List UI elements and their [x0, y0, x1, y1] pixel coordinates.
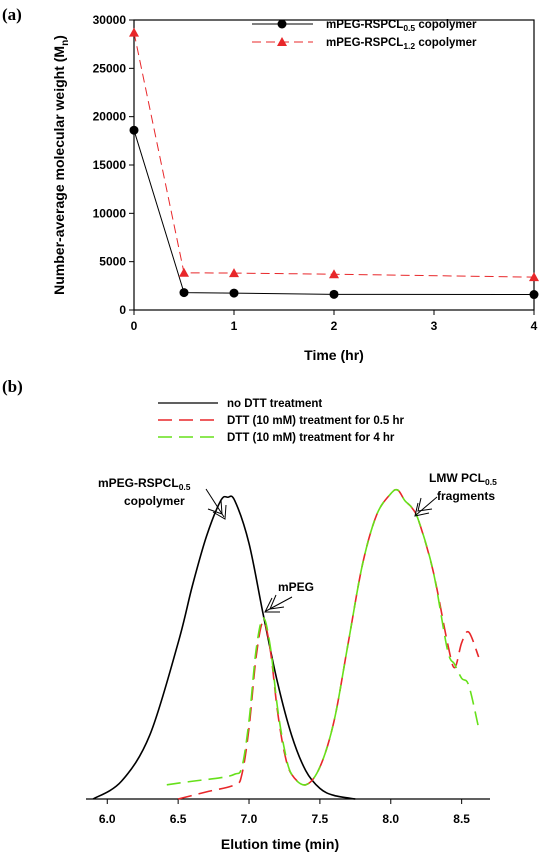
x-tick-label: 7.0 [241, 812, 258, 826]
series-no-dtt [92, 495, 356, 800]
x-tick-label: 6.0 [99, 812, 116, 826]
panel-a-series [129, 27, 539, 300]
x-tick-label: 8.5 [453, 812, 470, 826]
data-point [129, 125, 139, 135]
panel-a-plot-frame [133, 19, 535, 311]
y-tick-label: 5000 [99, 255, 126, 269]
data-point [229, 288, 239, 298]
legend-entry-dtt-4hr: DTT (10 mM) treatment for 4 hr [158, 432, 395, 444]
panel-a: (a) 0 5000 10000 15000 20000 25000 30000 0 1 2 3 4… [2, 5, 539, 363]
legend-label-series-2: mPEG-RSPCL1.2 copolymer [326, 37, 477, 51]
y-tick-label: 15000 [93, 158, 127, 172]
arrow-icon [205, 488, 227, 520]
x-tick-label: 1 [231, 319, 238, 333]
panel-a-legend: mPEG-RSPCL0.5 copolymer mPEG-RSPCL1.2 co… [252, 19, 477, 51]
data-point [179, 267, 189, 277]
y-tick-label: 30000 [93, 13, 127, 27]
panel-b-legend: no DTT treatment DTT (10 mM) treatment f… [158, 398, 405, 444]
triangle-marker-icon [277, 37, 287, 46]
legend-entry-series-1: mPEG-RSPCL0.5 copolymer [252, 19, 477, 33]
annotation-mpeg-label: mPEG [278, 580, 314, 594]
y-tick-label: 25000 [93, 61, 127, 75]
data-point [129, 27, 139, 37]
data-point [329, 269, 339, 279]
series-line-2 [133, 32, 535, 278]
panel-a-x-ticks: 0 1 2 3 4 [131, 310, 538, 333]
x-tick-label: 0 [131, 319, 138, 333]
data-point [529, 272, 539, 282]
annotation-copolymer-line2: copolymer [124, 494, 185, 508]
x-tick-label: 7.5 [312, 812, 329, 826]
panel-a-label: (a) [2, 5, 22, 24]
legend-label-series-1: mPEG-RSPCL0.5 copolymer [326, 19, 477, 33]
arrow-icon [264, 594, 293, 613]
legend-entry-series-2: mPEG-RSPCL1.2 copolymer [252, 37, 477, 51]
panel-a-x-axis-title: Time (hr) [304, 347, 364, 363]
legend-label-dtt-4hr: DTT (10 mM) treatment for 4 hr [227, 432, 395, 444]
annotation-lmw-fragments: LMW PCL0.5 fragments [414, 471, 497, 517]
annotation-copolymer: mPEG-RSPCL0.5 copolymer [98, 476, 227, 520]
data-point [329, 289, 339, 299]
x-tick-label: 6.5 [170, 812, 187, 826]
panel-b-label: (b) [2, 377, 23, 396]
panel-b-x-ticks: 6.0 6.5 7.0 7.5 8.0 8.5 [99, 799, 470, 826]
data-point [529, 290, 539, 300]
data-point [229, 268, 239, 278]
x-tick-label: 8.0 [382, 812, 399, 826]
panel-b-x-axis-title: Elution time (min) [221, 836, 339, 852]
legend-entry-dtt-0-5hr: DTT (10 mM) treatment for 0.5 hr [158, 415, 405, 427]
x-tick-label: 2 [331, 319, 338, 333]
legend-entry-no-dtt: no DTT treatment [158, 398, 322, 410]
y-tick-label: 20000 [93, 110, 127, 124]
legend-label-no-dtt: no DTT treatment [227, 398, 322, 410]
y-tick-label: 0 [119, 303, 126, 317]
annotation-lmw-line2: fragments [437, 489, 495, 503]
panel-a-y-axis-title: Number-average molecular weight (Mn) [51, 35, 71, 295]
panel-b-series [92, 488, 480, 800]
annotation-lmw-line1: LMW PCL0.5 [429, 471, 497, 487]
x-tick-label: 4 [531, 319, 538, 333]
arrow-icon [414, 496, 438, 517]
y-tick-label: 10000 [93, 206, 127, 220]
x-tick-label: 3 [431, 319, 438, 333]
data-point [179, 288, 189, 298]
annotation-copolymer-line1: mPEG-RSPCL0.5 [98, 476, 191, 492]
series-dtt-0-5hr [177, 488, 480, 800]
legend-label-dtt-0-5hr: DTT (10 mM) treatment for 0.5 hr [227, 415, 405, 427]
panel-b: (b) 6.0 6.5 7.0 7.5 8.0 8.5 Elution time (min… [2, 377, 497, 852]
annotation-mpeg: mPEG [264, 580, 314, 613]
series-dtt-4hr [166, 488, 480, 786]
circle-marker-icon [277, 19, 287, 29]
panel-a-y-ticks: 0 5000 10000 15000 20000 25000 30000 [93, 13, 134, 317]
